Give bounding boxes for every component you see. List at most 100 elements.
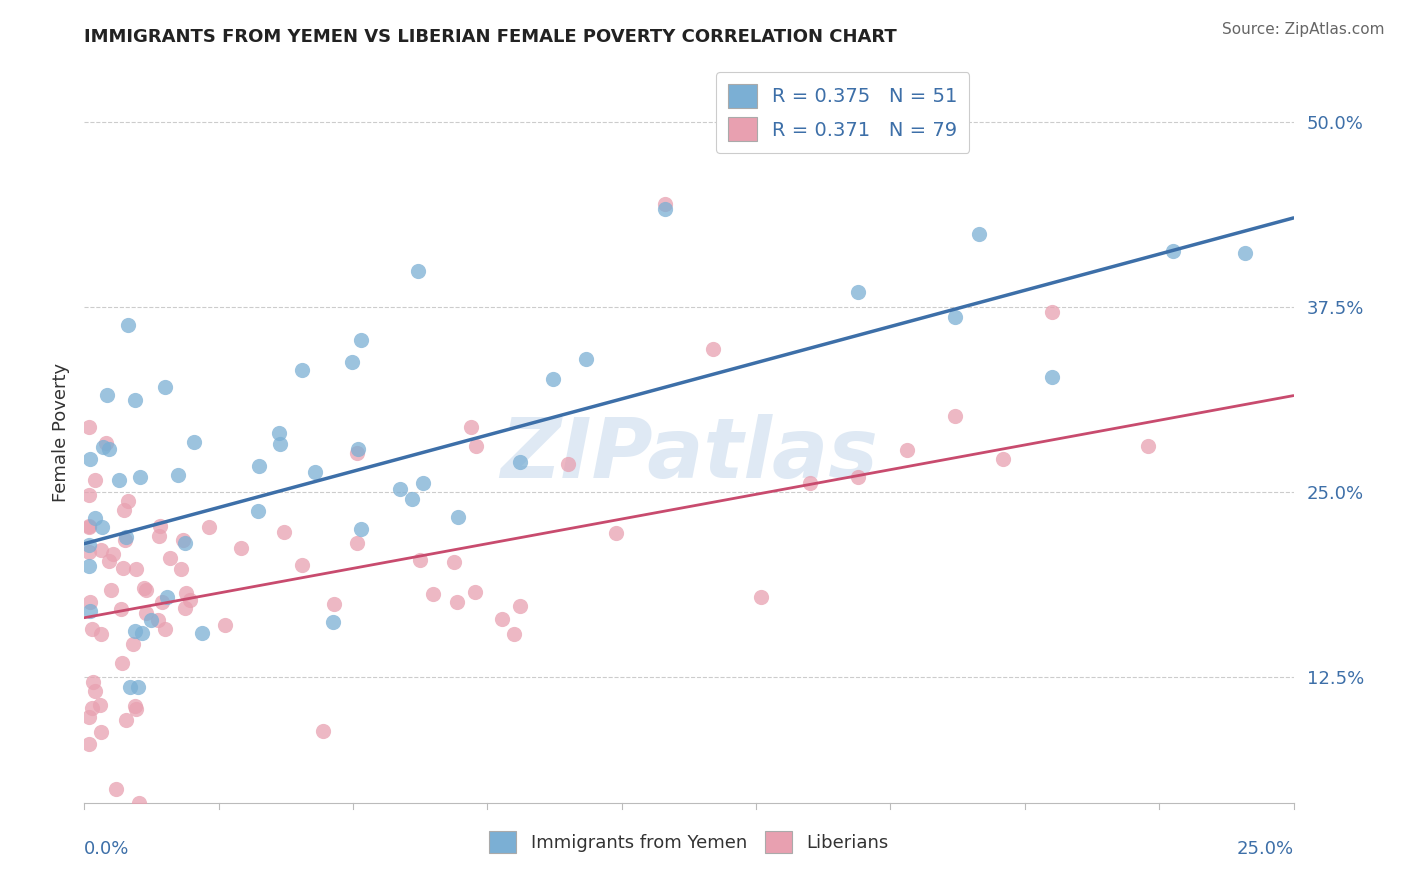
Point bbox=[80, 701, 103, 715]
Point bbox=[112, 502, 135, 516]
Point bbox=[132, 582, 155, 596]
Point bbox=[139, 614, 162, 628]
Point bbox=[229, 541, 252, 556]
Point bbox=[247, 504, 270, 518]
Point bbox=[460, 420, 482, 434]
Point bbox=[79, 558, 101, 573]
Point bbox=[464, 585, 486, 599]
Point bbox=[153, 622, 176, 636]
Point bbox=[111, 657, 134, 671]
Point bbox=[605, 525, 627, 540]
Point bbox=[114, 533, 136, 547]
Point bbox=[751, 591, 773, 605]
Point bbox=[340, 355, 363, 369]
Text: Source: ZipAtlas.com: Source: ZipAtlas.com bbox=[1222, 22, 1385, 37]
Point bbox=[173, 601, 195, 615]
Point bbox=[350, 522, 373, 536]
Point bbox=[146, 613, 169, 627]
Point bbox=[131, 625, 153, 640]
Point bbox=[124, 698, 146, 713]
Point bbox=[148, 518, 170, 533]
Point bbox=[77, 520, 100, 534]
Point bbox=[389, 482, 412, 496]
Point bbox=[322, 615, 344, 630]
Point bbox=[90, 725, 112, 739]
Point bbox=[291, 363, 314, 377]
Text: IMMIGRANTS FROM YEMEN VS LIBERIAN FEMALE POVERTY CORRELATION CHART: IMMIGRANTS FROM YEMEN VS LIBERIAN FEMALE… bbox=[84, 28, 897, 45]
Point bbox=[291, 558, 314, 573]
Point bbox=[114, 713, 136, 727]
Point bbox=[79, 452, 101, 467]
Point bbox=[117, 318, 139, 332]
Y-axis label: Female Poverty: Female Poverty bbox=[52, 363, 70, 502]
Point bbox=[183, 434, 205, 449]
Point bbox=[90, 520, 112, 534]
Point bbox=[84, 473, 107, 487]
Point bbox=[346, 536, 368, 550]
Point bbox=[401, 492, 423, 507]
Point bbox=[170, 562, 193, 576]
Point bbox=[347, 442, 370, 456]
Point bbox=[846, 470, 869, 484]
Point bbox=[323, 597, 346, 611]
Point bbox=[129, 470, 152, 484]
Point bbox=[124, 624, 146, 638]
Point bbox=[557, 457, 579, 471]
Point bbox=[82, 623, 104, 637]
Point bbox=[83, 511, 105, 525]
Point bbox=[166, 468, 188, 483]
Point bbox=[412, 476, 434, 491]
Point bbox=[447, 509, 470, 524]
Point bbox=[110, 601, 132, 615]
Point bbox=[135, 582, 157, 597]
Point bbox=[117, 494, 139, 508]
Point bbox=[654, 197, 676, 211]
Point bbox=[198, 520, 221, 534]
Point bbox=[156, 591, 179, 605]
Point bbox=[993, 451, 1015, 466]
Point bbox=[159, 550, 181, 565]
Point bbox=[269, 436, 291, 450]
Legend: Immigrants from Yemen, Liberians: Immigrants from Yemen, Liberians bbox=[482, 824, 896, 861]
Point bbox=[97, 554, 120, 568]
Point bbox=[125, 561, 148, 575]
Point bbox=[502, 627, 524, 641]
Point bbox=[174, 586, 197, 600]
Point bbox=[179, 593, 201, 607]
Point bbox=[77, 420, 100, 434]
Point bbox=[446, 595, 468, 609]
Point bbox=[105, 781, 128, 796]
Point bbox=[443, 555, 465, 569]
Point bbox=[422, 587, 444, 601]
Point bbox=[846, 285, 869, 299]
Point bbox=[702, 342, 724, 356]
Point bbox=[94, 436, 117, 450]
Point bbox=[312, 723, 335, 738]
Point bbox=[124, 393, 146, 408]
Point bbox=[93, 440, 115, 454]
Point bbox=[83, 683, 105, 698]
Point bbox=[128, 796, 150, 810]
Point bbox=[77, 545, 100, 559]
Point bbox=[541, 372, 564, 386]
Point bbox=[1040, 305, 1063, 319]
Point bbox=[77, 710, 100, 724]
Point bbox=[491, 612, 513, 626]
Point bbox=[79, 604, 101, 618]
Point bbox=[108, 473, 131, 487]
Point bbox=[112, 561, 135, 575]
Point bbox=[273, 524, 295, 539]
Point bbox=[575, 351, 598, 366]
Point bbox=[943, 310, 966, 324]
Text: ZIPatlas: ZIPatlas bbox=[501, 414, 877, 495]
Point bbox=[148, 529, 170, 543]
Point bbox=[799, 476, 821, 491]
Point bbox=[465, 438, 488, 452]
Point bbox=[509, 455, 531, 469]
Point bbox=[90, 543, 112, 558]
Text: 0.0%: 0.0% bbox=[84, 840, 129, 858]
Point bbox=[214, 618, 236, 632]
Point bbox=[1137, 439, 1160, 453]
Point bbox=[120, 680, 142, 694]
Point bbox=[115, 530, 138, 544]
